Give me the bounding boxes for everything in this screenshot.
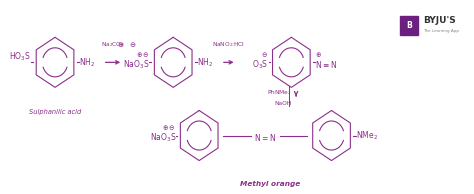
Text: NaNO$_2$:HCl: NaNO$_2$:HCl [212, 40, 245, 49]
Text: O$_3$S: O$_3$S [252, 58, 268, 70]
Text: Sulphanilic acid: Sulphanilic acid [29, 109, 81, 115]
Text: B: B [406, 21, 412, 30]
Bar [400, 16, 418, 35]
Text: PhNMe$_2$: PhNMe$_2$ [267, 88, 292, 97]
Text: $\ominus$: $\ominus$ [129, 40, 136, 49]
Text: N$\equiv$N: N$\equiv$N [316, 59, 337, 70]
Text: NH$_2$: NH$_2$ [79, 56, 95, 69]
Text: NH$_2$: NH$_2$ [197, 56, 213, 69]
Text: NMe$_2$: NMe$_2$ [356, 129, 378, 142]
Text: $\oplus$: $\oplus$ [117, 40, 125, 49]
Text: NaOH: NaOH [274, 101, 292, 106]
Text: $\oplus\ominus$: $\oplus\ominus$ [163, 123, 176, 132]
Text: $\ominus$: $\ominus$ [261, 50, 268, 59]
Text: N$=$N: N$=$N [255, 132, 276, 143]
Text: HO$_3$S: HO$_3$S [9, 50, 31, 63]
Text: $\oplus\ominus$: $\oplus\ominus$ [136, 50, 149, 59]
Text: Methyl orange: Methyl orange [240, 181, 300, 187]
Text: Na$_2$CO$_3$: Na$_2$CO$_3$ [101, 40, 125, 49]
Text: $\oplus$: $\oplus$ [316, 50, 322, 59]
Text: NaO$_3$S: NaO$_3$S [149, 131, 176, 144]
Text: NaO$_3$S: NaO$_3$S [123, 58, 149, 70]
Text: BYJU'S: BYJU'S [423, 16, 456, 25]
Text: The Learning App: The Learning App [423, 29, 459, 33]
